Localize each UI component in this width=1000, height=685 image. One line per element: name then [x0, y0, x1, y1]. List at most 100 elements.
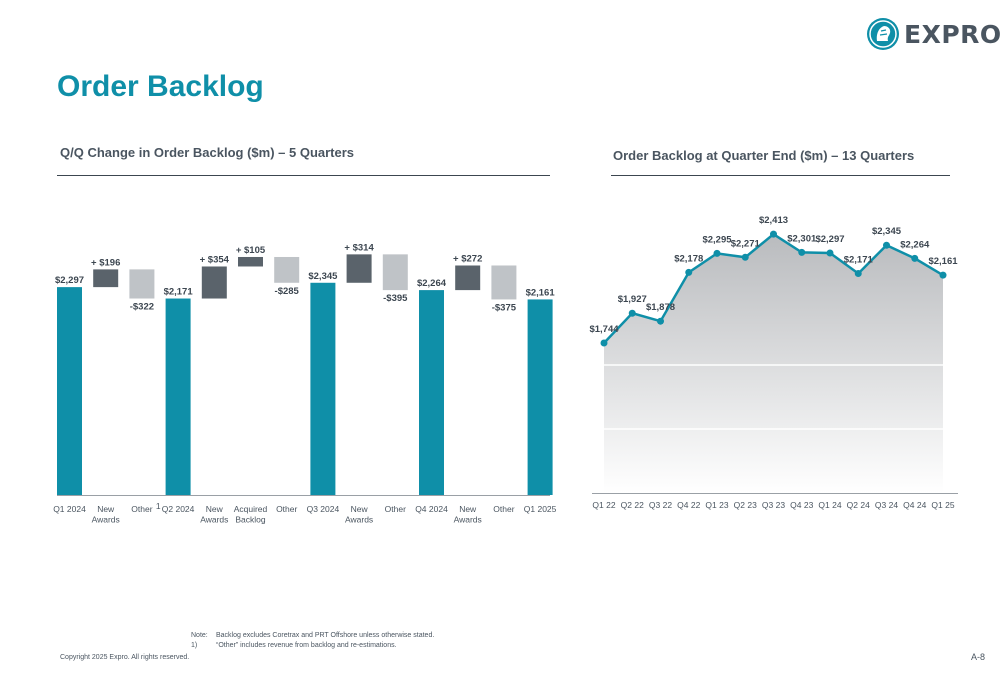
waterfall-category-label: New Awards [92, 504, 120, 525]
waterfall-category-label: New Awards [200, 504, 228, 525]
page-title: Order Backlog [57, 70, 264, 103]
backlog-area-chart: $1,744 Q1 22 $1,927 Q2 22 $1,878 Q3 22 $2,178 Q… [589, 215, 958, 510]
waterfall-bar-total [419, 290, 444, 495]
waterfall-data-label: + $354 [200, 254, 230, 265]
quarter-tick-label: Q2 22 [621, 500, 644, 510]
waterfall-data-label: $2,171 [164, 287, 194, 298]
waterfall-chart-title: Q/Q Change in Order Backlog ($m) – 5 Qua… [60, 145, 355, 160]
waterfall-category-label: Q1 2024 [53, 504, 86, 514]
waterfall-bar-total [165, 298, 191, 495]
quarter-tick-label: Q3 22 [649, 500, 672, 510]
backlog-point [854, 270, 862, 278]
footnote-marker: 1 [156, 501, 161, 511]
backlog-data-label: $2,295 [702, 234, 732, 245]
backlog-data-label: $2,161 [928, 256, 958, 267]
note-text: “Other” includes revenue from backlog an… [216, 642, 397, 649]
waterfall-bar-decrease [274, 256, 300, 283]
waterfall-data-label: + $272 [453, 253, 482, 264]
quarter-tick-label: Q2 24 [847, 500, 870, 510]
waterfall-bar-decrease [382, 254, 408, 291]
backlog-data-label: $2,271 [731, 238, 761, 249]
backlog-point [911, 254, 919, 262]
page-number: A-8 [970, 652, 985, 662]
quarter-tick-label: Q4 24 [903, 500, 926, 510]
quarter-tick-label: Q1 25 [931, 500, 954, 510]
waterfall-category-label: Q2 2024 [162, 504, 195, 514]
backlog-point [713, 249, 721, 257]
note-row: 1) “Other” includes revenue from backlog… [191, 641, 434, 651]
backlog-point [741, 253, 749, 261]
backlog-point [798, 248, 806, 256]
waterfall-bar-decrease [491, 265, 517, 300]
waterfall-data-label: $2,161 [526, 287, 556, 298]
backlog-point [600, 339, 608, 347]
note-row: Note: Backlog excludes Coretrax and PRT … [191, 631, 434, 641]
quarter-tick-label: Q2 23 [734, 500, 757, 510]
quarter-tick-label: Q1 22 [592, 500, 615, 510]
waterfall-chart: $2,297 Q1 2024 + $196 New Awards -$322 Other 1 $… [53, 242, 556, 524]
note-key: Note: [191, 632, 208, 639]
backlog-data-label: $2,413 [759, 215, 788, 226]
backlog-data-label: $2,171 [844, 255, 874, 266]
waterfall-bar-increase [346, 254, 372, 283]
backlog-point [657, 317, 664, 325]
quarter-tick-label: Q1 23 [705, 500, 728, 510]
quarter-tick-label: Q3 24 [875, 500, 898, 510]
backlog-point [685, 268, 693, 276]
copyright: Copyright 2025 Expro. All rights reserve… [60, 654, 190, 661]
waterfall-bar-increase [93, 269, 119, 288]
waterfall-category-label: Q4 2024 [415, 504, 448, 514]
waterfall-data-label: $2,345 [308, 271, 338, 282]
waterfall-data-label: + $196 [91, 257, 120, 268]
waterfall-category-label: Other [276, 504, 297, 514]
waterfall-category-label: Acquired Backlog [234, 504, 268, 525]
waterfall-data-label: -$375 [492, 302, 517, 313]
waterfall-bar-increase [201, 266, 227, 299]
backlog-area-fill [604, 234, 943, 493]
waterfall-category-label: New Awards [345, 504, 373, 525]
waterfall-category-label: Other [493, 504, 514, 514]
lion-head-icon [867, 18, 899, 50]
waterfall-title-rule [57, 175, 550, 176]
waterfall-category-label: Other [131, 504, 152, 514]
backlog-data-label: $1,927 [618, 294, 647, 305]
waterfall-category-label: New Awards [454, 504, 482, 525]
backlog-point [883, 241, 890, 249]
backlog-data-label: $2,301 [787, 233, 817, 244]
waterfall-bar-total [310, 282, 336, 495]
backlog-data-label: $2,345 [872, 226, 902, 237]
line-chart-title: Order Backlog at Quarter End ($m) – 13 Q… [613, 148, 915, 163]
backlog-data-label: $2,297 [815, 234, 844, 245]
waterfall-bar-increase [238, 256, 263, 267]
waterfall-data-label: -$322 [130, 302, 154, 313]
backlog-point [826, 249, 834, 257]
waterfall-category-label: Q3 2024 [307, 504, 340, 514]
waterfall-bar-decrease [129, 269, 155, 299]
quarter-tick-label: Q1 24 [818, 500, 841, 510]
waterfall-data-label: -$395 [383, 293, 408, 304]
waterfall-category-label: Other [385, 504, 406, 514]
waterfall-bar-total [57, 287, 82, 495]
waterfall-category-label: Q1 2025 [524, 504, 557, 514]
note-key: 1) [191, 642, 198, 649]
footnotes: Note: Backlog excludes Coretrax and PRT … [191, 631, 434, 651]
line-title-rule [611, 175, 950, 176]
backlog-data-label: $2,264 [900, 239, 930, 250]
waterfall-data-label: -$285 [275, 286, 300, 297]
brand-name: EXPRO [904, 19, 1000, 49]
quarter-tick-label: Q4 23 [790, 500, 813, 510]
waterfall-bar-increase [455, 265, 481, 291]
waterfall-data-label: + $314 [344, 242, 374, 253]
backlog-data-label: $1,744 [589, 324, 619, 335]
waterfall-bar-total [527, 299, 553, 495]
backlog-point [770, 230, 777, 238]
backlog-data-label: $1,878 [646, 302, 675, 313]
waterfall-data-label: + $105 [236, 245, 266, 256]
quarter-tick-label: Q4 22 [677, 500, 700, 510]
backlog-data-label: $2,178 [674, 253, 703, 264]
backlog-point [628, 309, 636, 317]
expro-logo: EXPRO [866, 17, 1000, 51]
quarter-tick-label: Q3 23 [762, 500, 785, 510]
note-text: Backlog excludes Coretrax and PRT Offsho… [216, 632, 435, 639]
